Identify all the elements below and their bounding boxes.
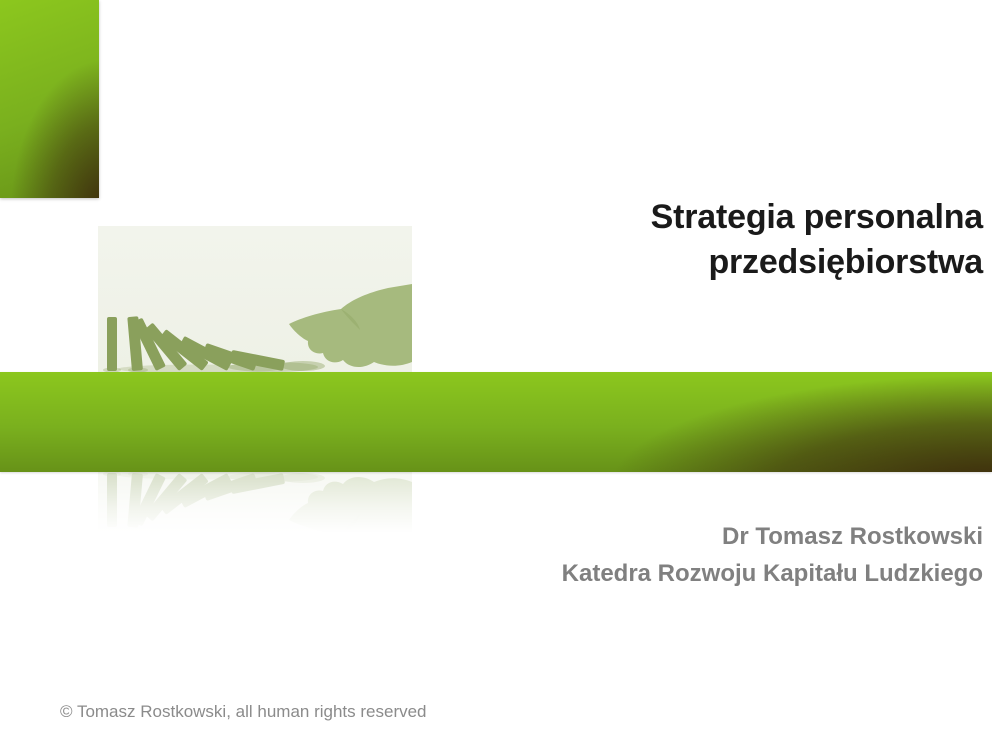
corner-gradient-block [0,0,99,198]
slide-subtitle: Dr Tomasz Rostkowski Katedra Rozwoju Kap… [300,518,983,592]
slide-title: Strategia personalna przedsiębiorstwa [650,198,984,281]
accent-gradient-bar [0,372,992,472]
department-name: Katedra Rozwoju Kapitału Ludzkiego [561,560,983,587]
dominoes-image [98,226,412,372]
author-name: Dr Tomasz Rostkowski [722,523,983,550]
dominoes-illustration [103,284,412,372]
copyright-footer: © Tomasz Rostkowski, all human rights re… [60,702,427,721]
dominoes-image-reflection [98,472,412,536]
reflection-fade-overlay [98,472,412,536]
